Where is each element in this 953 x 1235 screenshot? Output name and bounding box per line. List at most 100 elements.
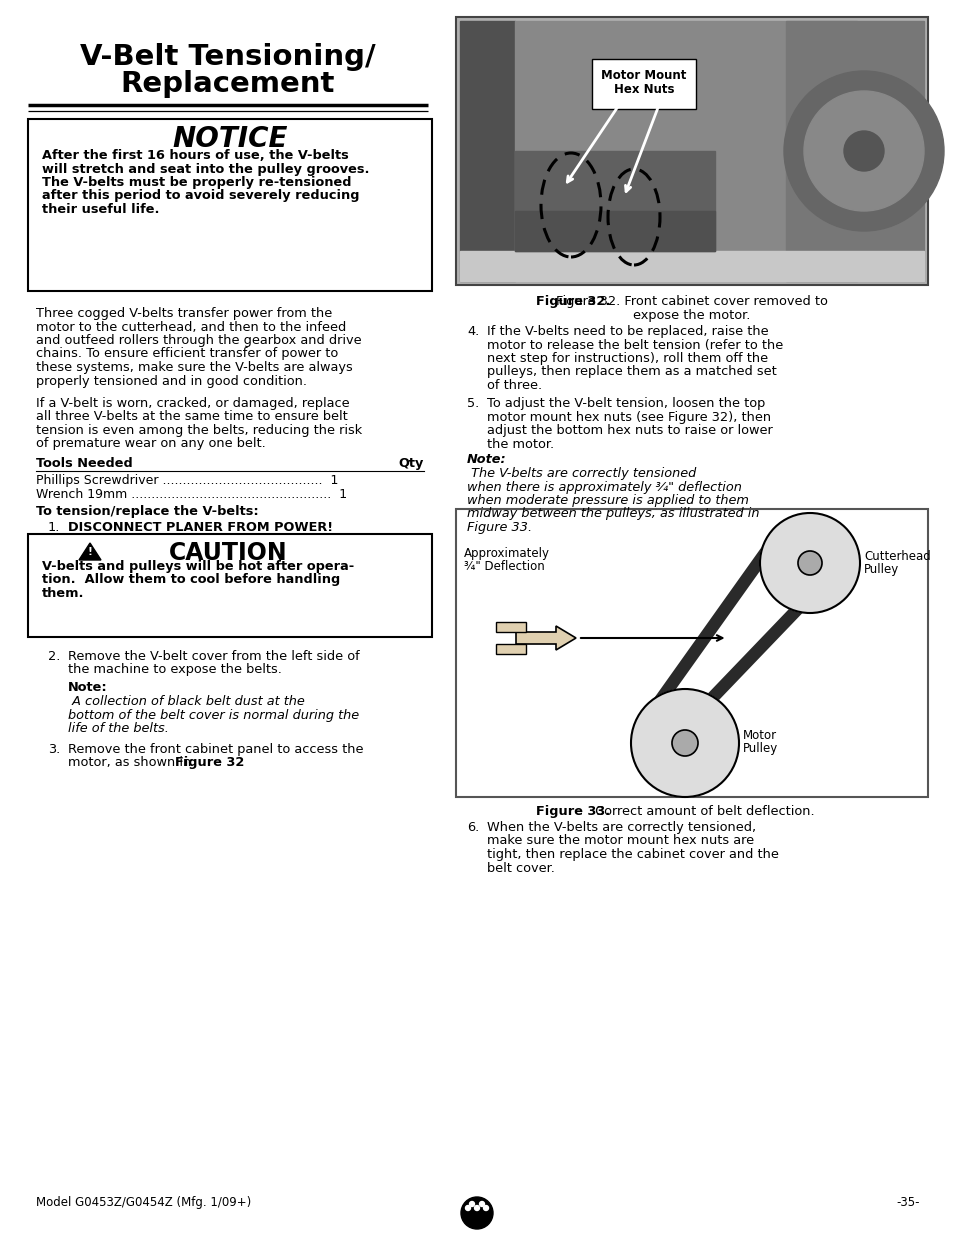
- Text: The V-belts must be properly re-tensioned: The V-belts must be properly re-tensione…: [42, 177, 351, 189]
- Text: 5.: 5.: [467, 396, 478, 410]
- Text: Figure 33.: Figure 33.: [467, 521, 532, 534]
- Text: motor, as shown in: motor, as shown in: [68, 756, 195, 769]
- Text: 1.: 1.: [48, 521, 60, 534]
- Bar: [459, 251, 923, 282]
- Text: After the first 16 hours of use, the V-belts: After the first 16 hours of use, the V-b…: [42, 149, 349, 162]
- Bar: [515, 151, 714, 251]
- Text: motor to release the belt tension (refer to the: motor to release the belt tension (refer…: [486, 338, 782, 352]
- Bar: [515, 211, 714, 251]
- Text: CAUTION: CAUTION: [169, 541, 287, 564]
- Text: expose the motor.: expose the motor.: [633, 309, 750, 322]
- Text: motor mount hex nuts (see Figure 32), then: motor mount hex nuts (see Figure 32), th…: [486, 410, 770, 424]
- Circle shape: [671, 730, 698, 756]
- Text: Hex Nuts: Hex Nuts: [613, 83, 674, 96]
- Circle shape: [843, 131, 883, 170]
- Circle shape: [465, 1205, 470, 1210]
- Text: belt cover.: belt cover.: [486, 862, 555, 874]
- FancyBboxPatch shape: [28, 534, 432, 637]
- Polygon shape: [496, 643, 525, 655]
- Text: Pulley: Pulley: [863, 563, 899, 576]
- Text: Qty: Qty: [398, 457, 423, 471]
- Text: Figure 32.: Figure 32.: [536, 295, 610, 308]
- Text: tion.  Allow them to cool before handling: tion. Allow them to cool before handling: [42, 573, 340, 587]
- Text: when there is approximately ¾" deflection: when there is approximately ¾" deflectio…: [467, 480, 741, 494]
- Text: Phillips Screwdriver ........................................  1: Phillips Screwdriver ...................…: [36, 474, 338, 487]
- Text: pulleys, then replace them as a matched set: pulleys, then replace them as a matched …: [486, 366, 776, 378]
- Text: midway between the pulleys, as illustrated in: midway between the pulleys, as illustrat…: [467, 508, 759, 520]
- Text: after this period to avoid severely reducing: after this period to avoid severely redu…: [42, 189, 359, 203]
- Text: 3.: 3.: [48, 743, 60, 756]
- Text: adjust the bottom hex nuts to raise or lower: adjust the bottom hex nuts to raise or l…: [486, 424, 772, 437]
- Text: To adjust the V-belt tension, loosen the top: To adjust the V-belt tension, loosen the…: [486, 396, 764, 410]
- Text: tension is even among the belts, reducing the risk: tension is even among the belts, reducin…: [36, 424, 362, 437]
- Text: Figure 33.: Figure 33.: [536, 805, 610, 818]
- Text: Motor: Motor: [742, 729, 777, 742]
- Text: Model G0453Z/G0454Z (Mfg. 1/09+): Model G0453Z/G0454Z (Mfg. 1/09+): [36, 1195, 251, 1209]
- Text: .: .: [227, 756, 231, 769]
- Text: and outfeed rollers through the gearbox and drive: and outfeed rollers through the gearbox …: [36, 333, 361, 347]
- Text: Correct amount of belt deflection.: Correct amount of belt deflection.: [590, 805, 814, 818]
- Text: NOTICE: NOTICE: [172, 125, 288, 153]
- Text: A collection of black belt dust at the: A collection of black belt dust at the: [68, 695, 304, 708]
- FancyBboxPatch shape: [456, 17, 927, 285]
- Text: V-Belt Tensioning/: V-Belt Tensioning/: [80, 43, 375, 70]
- Bar: [515, 21, 856, 282]
- Text: 2.: 2.: [48, 650, 60, 663]
- Text: Tools Needed: Tools Needed: [36, 457, 132, 471]
- Circle shape: [783, 70, 943, 231]
- Text: bottom of the belt cover is normal during the: bottom of the belt cover is normal durin…: [68, 709, 358, 721]
- Circle shape: [803, 91, 923, 211]
- Text: To tension/replace the V-belts:: To tension/replace the V-belts:: [36, 505, 258, 517]
- Text: properly tensioned and in good condition.: properly tensioned and in good condition…: [36, 374, 307, 388]
- Polygon shape: [496, 622, 525, 632]
- Text: Cutterhead: Cutterhead: [863, 550, 930, 563]
- Text: Remove the front cabinet panel to access the: Remove the front cabinet panel to access…: [68, 743, 363, 756]
- Polygon shape: [516, 626, 576, 650]
- FancyBboxPatch shape: [456, 509, 927, 797]
- Text: will stretch and seat into the pulley grooves.: will stretch and seat into the pulley gr…: [42, 163, 369, 175]
- FancyBboxPatch shape: [592, 59, 696, 109]
- Circle shape: [630, 689, 739, 797]
- FancyBboxPatch shape: [28, 119, 432, 291]
- Text: If a V-belt is worn, cracked, or damaged, replace: If a V-belt is worn, cracked, or damaged…: [36, 396, 349, 410]
- Circle shape: [479, 1202, 484, 1207]
- Polygon shape: [79, 543, 101, 559]
- Text: 4.: 4.: [467, 325, 478, 338]
- Text: these systems, make sure the V-belts are always: these systems, make sure the V-belts are…: [36, 361, 353, 374]
- Circle shape: [469, 1202, 474, 1207]
- Text: !: !: [88, 547, 92, 557]
- Text: Wrench 19mm ..................................................  1: Wrench 19mm ............................…: [36, 488, 347, 501]
- Circle shape: [483, 1205, 488, 1210]
- Text: If the V-belts need to be replaced, raise the: If the V-belts need to be replaced, rais…: [486, 325, 768, 338]
- Text: their useful life.: their useful life.: [42, 203, 159, 216]
- Text: chains. To ensure efficient transfer of power to: chains. To ensure efficient transfer of …: [36, 347, 338, 361]
- Text: Remove the V-belt cover from the left side of: Remove the V-belt cover from the left si…: [68, 650, 359, 663]
- Text: -35-: -35-: [896, 1195, 919, 1209]
- Text: Note:: Note:: [467, 453, 506, 466]
- Text: the motor.: the motor.: [486, 437, 554, 451]
- Text: Replacement: Replacement: [121, 70, 335, 98]
- Text: Note:: Note:: [68, 680, 108, 694]
- Text: the machine to expose the belts.: the machine to expose the belts.: [68, 663, 281, 677]
- Bar: [459, 21, 515, 282]
- Text: Figure 32. Front cabinet cover removed to: Figure 32. Front cabinet cover removed t…: [556, 295, 827, 308]
- Text: 6.: 6.: [467, 821, 478, 834]
- Circle shape: [474, 1205, 479, 1210]
- Text: them.: them.: [42, 587, 85, 600]
- Text: Pulley: Pulley: [742, 742, 778, 755]
- Text: ¾" Deflection: ¾" Deflection: [463, 559, 544, 573]
- Text: V-belts and pulleys will be hot after opera-: V-belts and pulleys will be hot after op…: [42, 559, 354, 573]
- Text: when moderate pressure is applied to them: when moderate pressure is applied to the…: [467, 494, 748, 508]
- Text: Three cogged V-belts transfer power from the: Three cogged V-belts transfer power from…: [36, 308, 332, 320]
- Text: life of the belts.: life of the belts.: [68, 722, 169, 735]
- Text: Approximately: Approximately: [463, 547, 550, 559]
- Text: next step for instructions), roll them off the: next step for instructions), roll them o…: [486, 352, 767, 366]
- Text: make sure the motor mount hex nuts are: make sure the motor mount hex nuts are: [486, 835, 753, 847]
- Bar: [785, 21, 923, 282]
- Text: DISCONNECT PLANER FROM POWER!: DISCONNECT PLANER FROM POWER!: [68, 521, 333, 534]
- Text: of premature wear on any one belt.: of premature wear on any one belt.: [36, 437, 266, 451]
- Text: When the V-belts are correctly tensioned,: When the V-belts are correctly tensioned…: [486, 821, 756, 834]
- Text: motor to the cutterhead, and then to the infeed: motor to the cutterhead, and then to the…: [36, 321, 346, 333]
- Circle shape: [460, 1197, 493, 1229]
- Text: all three V-belts at the same time to ensure belt: all three V-belts at the same time to en…: [36, 410, 348, 424]
